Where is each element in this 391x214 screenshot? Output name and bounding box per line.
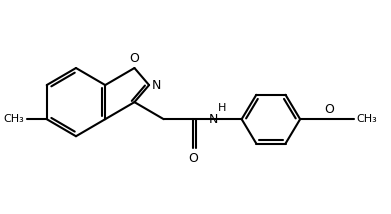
Text: N: N bbox=[209, 113, 218, 126]
Text: CH₃: CH₃ bbox=[4, 114, 24, 124]
Text: H: H bbox=[218, 103, 226, 113]
Text: CH₃: CH₃ bbox=[356, 114, 377, 124]
Text: O: O bbox=[188, 152, 198, 165]
Text: N: N bbox=[152, 79, 161, 92]
Text: O: O bbox=[325, 103, 334, 116]
Text: O: O bbox=[129, 52, 139, 65]
